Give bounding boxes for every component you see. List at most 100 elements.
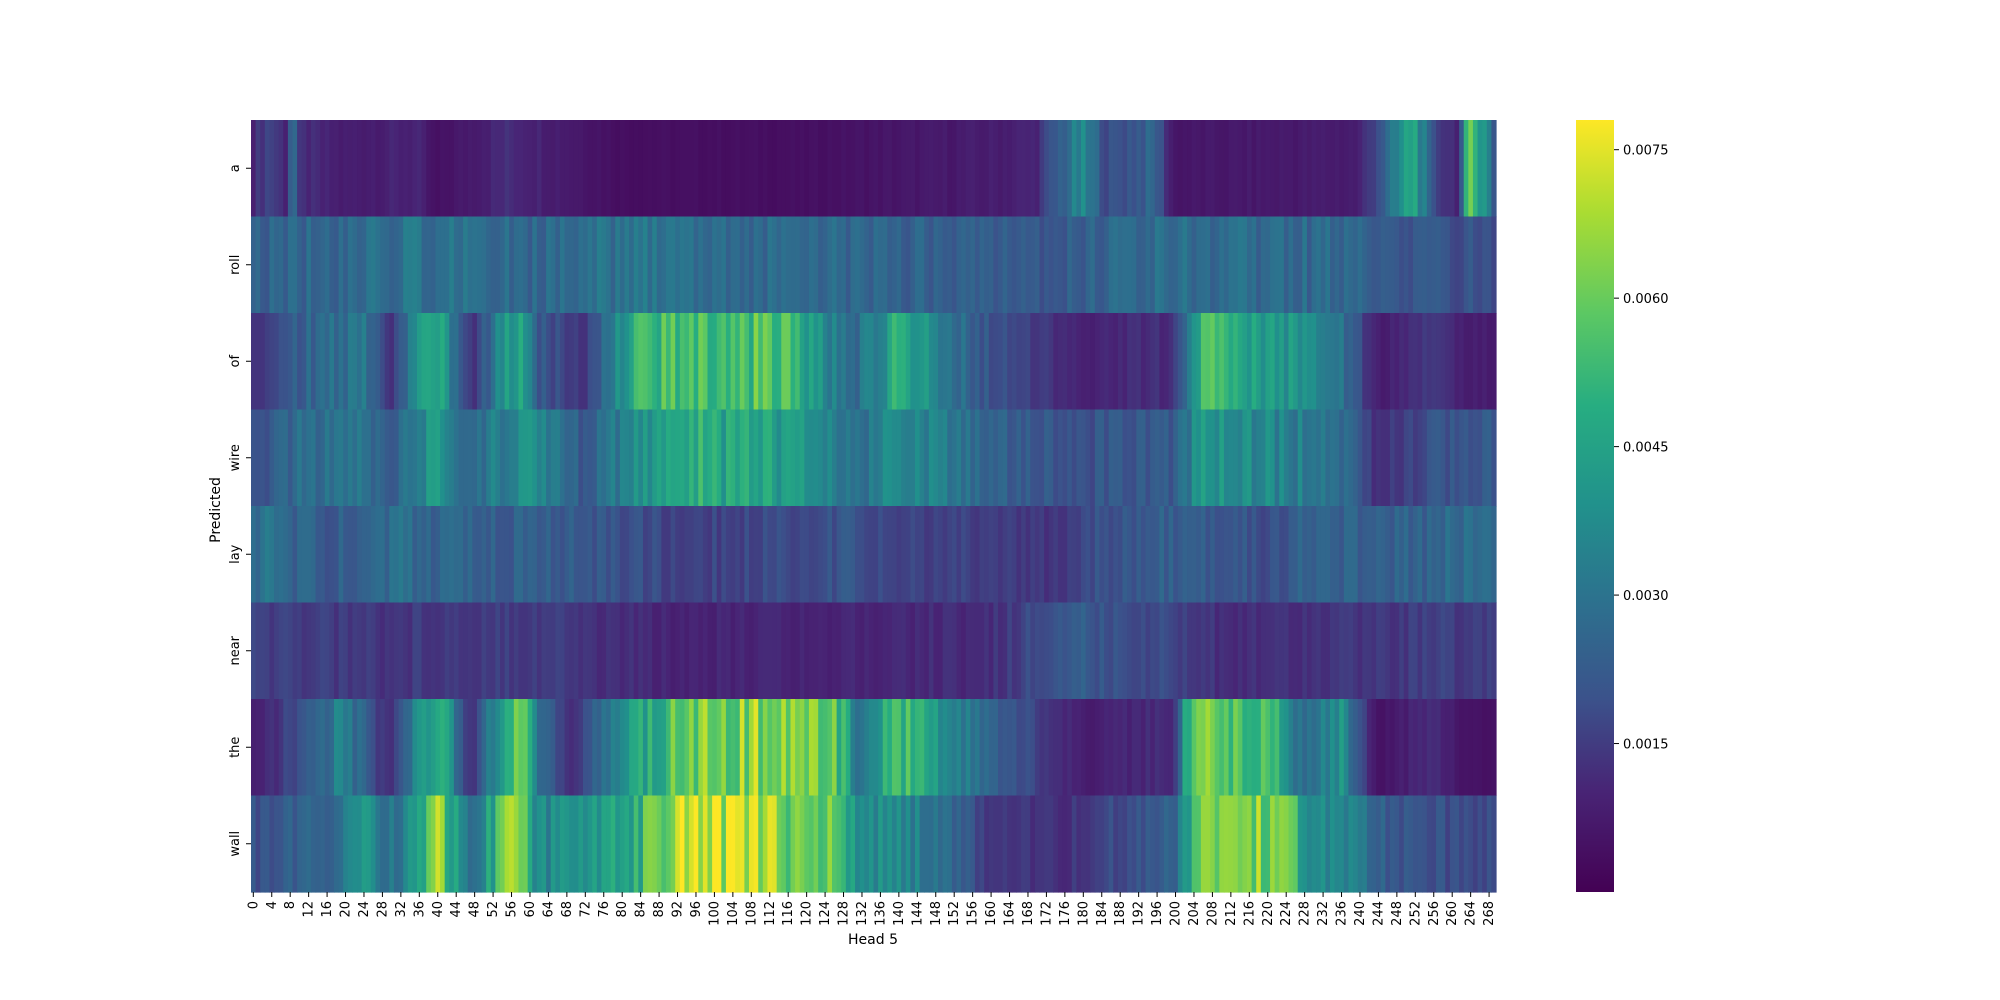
heatmap-cell bbox=[541, 409, 547, 507]
heatmap-cell bbox=[1320, 216, 1326, 314]
heatmap-cell bbox=[1274, 409, 1280, 507]
heatmap-cell bbox=[919, 795, 925, 893]
heatmap-cell bbox=[1191, 699, 1197, 797]
heatmap-cell bbox=[762, 699, 769, 797]
heatmap-cell bbox=[1067, 313, 1073, 411]
heatmap-cell bbox=[324, 120, 330, 218]
heatmap-cell bbox=[306, 216, 312, 314]
heatmap-cell bbox=[1251, 699, 1257, 797]
heatmap-cell bbox=[961, 120, 967, 218]
heatmap-cell bbox=[1228, 506, 1234, 604]
heatmap-cell bbox=[1343, 795, 1350, 893]
heatmap-cell bbox=[961, 795, 967, 893]
heatmap-cell bbox=[481, 313, 487, 411]
heatmap-cell bbox=[1108, 216, 1114, 314]
heatmap-cell bbox=[352, 602, 358, 700]
heatmap-cell bbox=[1242, 120, 1248, 218]
heatmap-cell bbox=[832, 216, 838, 314]
heatmap-cell bbox=[1472, 313, 1479, 411]
heatmap-cell bbox=[287, 120, 294, 218]
heatmap-cell bbox=[1025, 602, 1031, 700]
heatmap-cell bbox=[283, 313, 289, 411]
heatmap-cell bbox=[785, 216, 792, 314]
heatmap-cell bbox=[1394, 409, 1400, 507]
heatmap-cell bbox=[361, 795, 367, 893]
heatmap-cell bbox=[513, 409, 520, 507]
x-tick-label: 16 bbox=[320, 901, 335, 918]
heatmap-cell bbox=[389, 699, 395, 797]
heatmap-cell bbox=[546, 795, 552, 893]
heatmap-cell bbox=[453, 313, 460, 411]
heatmap-cell bbox=[1062, 409, 1068, 507]
heatmap-cell bbox=[1002, 216, 1008, 314]
heatmap-cell bbox=[721, 602, 727, 700]
heatmap-cell bbox=[896, 699, 902, 797]
heatmap-cell bbox=[956, 409, 962, 507]
heatmap-cell bbox=[785, 120, 792, 218]
heatmap-cell bbox=[421, 602, 427, 700]
heatmap-cell bbox=[357, 313, 363, 411]
heatmap-cell bbox=[481, 699, 487, 797]
heatmap-cell bbox=[1007, 699, 1013, 797]
heatmap-cell bbox=[550, 409, 556, 507]
heatmap-cell bbox=[523, 120, 529, 218]
heatmap-cell bbox=[573, 506, 579, 604]
heatmap-cell bbox=[467, 795, 473, 893]
heatmap-cell bbox=[1108, 506, 1114, 604]
heatmap-cell bbox=[417, 120, 423, 218]
heatmap-cell bbox=[707, 602, 713, 700]
heatmap-cell bbox=[933, 120, 939, 218]
heatmap-cell bbox=[1136, 216, 1142, 314]
heatmap-cell bbox=[412, 409, 418, 507]
heatmap-cell bbox=[1472, 602, 1479, 700]
heatmap-cell bbox=[274, 409, 280, 507]
heatmap-cell bbox=[845, 409, 852, 507]
heatmap-cell bbox=[712, 506, 718, 604]
heatmap-cell bbox=[1187, 699, 1193, 797]
heatmap-cell bbox=[642, 506, 649, 604]
heatmap-cell bbox=[578, 313, 584, 411]
heatmap-cell bbox=[1071, 216, 1077, 314]
heatmap-cell bbox=[1131, 699, 1137, 797]
heatmap-cell bbox=[633, 409, 639, 507]
heatmap-cell bbox=[421, 506, 427, 604]
heatmap-cell bbox=[656, 216, 662, 314]
heatmap-cell bbox=[1408, 409, 1414, 507]
heatmap-cell bbox=[758, 409, 764, 507]
heatmap-cell bbox=[1330, 795, 1336, 893]
heatmap-cell bbox=[1214, 216, 1220, 314]
heatmap-cell bbox=[735, 313, 741, 411]
x-tick-label: 200 bbox=[1169, 901, 1184, 926]
heatmap-cell bbox=[1223, 216, 1230, 314]
heatmap-cell bbox=[767, 602, 773, 700]
heatmap-cell bbox=[818, 409, 824, 507]
heatmap-cell bbox=[1113, 506, 1119, 604]
heatmap-cell bbox=[1362, 216, 1368, 314]
heatmap-cell bbox=[1426, 216, 1433, 314]
heatmap-cell bbox=[758, 216, 764, 314]
heatmap-cell bbox=[855, 120, 861, 218]
heatmap-cell bbox=[1034, 409, 1041, 507]
heatmap-cell bbox=[555, 120, 561, 218]
heatmap-cell bbox=[1283, 216, 1290, 314]
heatmap-cell bbox=[426, 795, 432, 893]
heatmap-cell bbox=[864, 216, 870, 314]
heatmap-cell bbox=[1477, 699, 1483, 797]
heatmap-cell bbox=[453, 602, 460, 700]
heatmap-cell bbox=[380, 602, 386, 700]
heatmap-cell bbox=[767, 506, 773, 604]
heatmap-cell bbox=[550, 602, 556, 700]
heatmap-cell bbox=[1034, 216, 1041, 314]
x-tick-label: 256 bbox=[1427, 901, 1442, 926]
heatmap-cell bbox=[984, 120, 990, 218]
heatmap-cell bbox=[1242, 795, 1248, 893]
heatmap-cell bbox=[343, 506, 349, 604]
heatmap-cell bbox=[974, 699, 981, 797]
heatmap-cell bbox=[1200, 216, 1207, 314]
heatmap-cell bbox=[260, 506, 266, 604]
heatmap-cell bbox=[1491, 795, 1497, 893]
heatmap-cell bbox=[993, 120, 999, 218]
heatmap-cell bbox=[675, 216, 681, 314]
heatmap-cell bbox=[1339, 216, 1345, 314]
heatmap-cell bbox=[444, 795, 450, 893]
